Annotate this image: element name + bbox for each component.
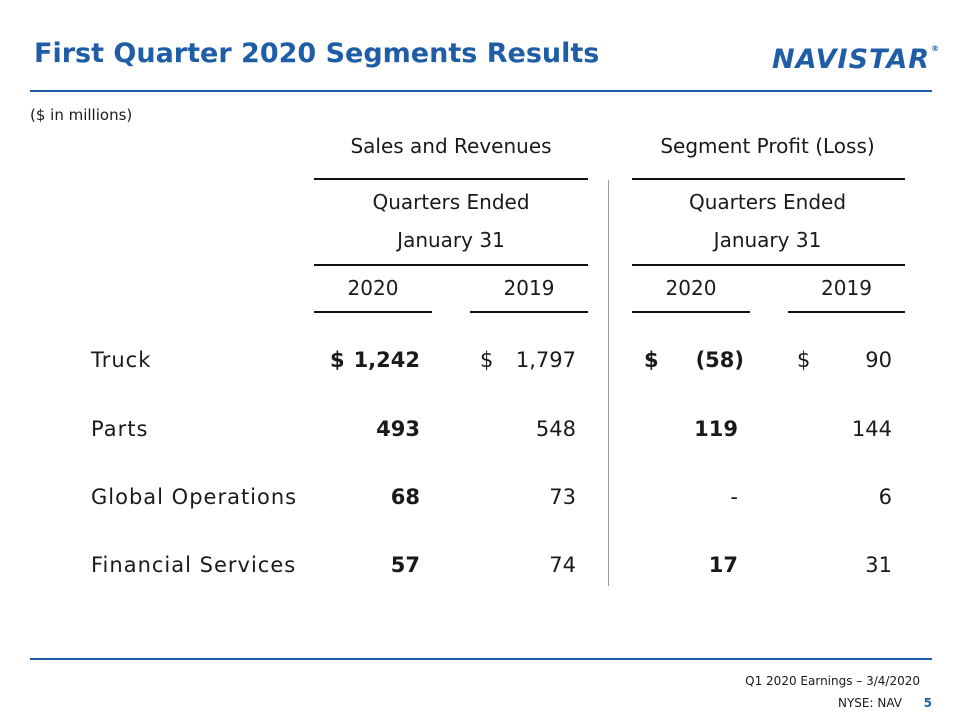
year-rule: [788, 311, 905, 313]
footer-event: Q1 2020 Earnings – 3/4/2020: [745, 674, 920, 688]
global-profit-2020: -: [730, 485, 738, 509]
truck-profit-2019: 90: [865, 348, 892, 372]
year-rule: [632, 311, 750, 313]
truck-sales-2019: 1,797: [515, 348, 576, 372]
page-number: 5: [923, 696, 932, 710]
global-sales-2019: 73: [549, 485, 576, 509]
header-rule-sales: [314, 178, 588, 180]
navistar-logo: NAVISTAR®: [772, 44, 940, 75]
currency-symbol: $: [644, 348, 659, 372]
global-sales-2020: 68: [390, 485, 420, 509]
year-rule: [470, 311, 588, 313]
truck-profit-2020: (58): [695, 348, 744, 372]
period-line2-sales: January 31: [397, 228, 505, 252]
parts-profit-2020: 119: [694, 417, 738, 441]
financial-profit-2019: 31: [865, 553, 892, 577]
row-label-global-operations: Global Operations: [91, 485, 298, 509]
row-label-truck: Truck: [91, 348, 152, 372]
row-label-parts: Parts: [91, 417, 149, 441]
year-header: 2020: [347, 276, 399, 300]
year-header: 2019: [503, 276, 555, 300]
group-header-profit: Segment Profit (Loss): [660, 134, 875, 158]
period-line1-profit: Quarters Ended: [688, 190, 847, 214]
financial-sales-2020: 57: [390, 553, 420, 577]
parts-sales-2019: 548: [535, 417, 576, 441]
year-header: 2019: [821, 276, 872, 300]
registered-mark: ®: [931, 44, 941, 53]
footer-rule: [30, 658, 932, 660]
financial-profit-2020: 17: [708, 553, 738, 577]
period-rule-sales: [314, 264, 588, 266]
currency-symbol: $: [797, 348, 811, 372]
period-line1-sales: Quarters Ended: [372, 190, 530, 214]
year-header: 2020: [665, 276, 717, 300]
financial-sales-2019: 74: [549, 553, 576, 577]
parts-profit-2019: 144: [851, 417, 892, 441]
period-line2-profit: January 31: [713, 228, 822, 252]
global-profit-2019: 6: [878, 485, 892, 509]
logo-text: NAVISTAR: [772, 44, 931, 75]
truck-sales-2020: 1,242: [353, 348, 420, 372]
period-rule-profit: [632, 264, 905, 266]
slide-title: First Quarter 2020 Segments Results: [34, 38, 600, 69]
year-rule: [314, 311, 432, 313]
header-rule: [30, 90, 932, 92]
row-label-financial-services: Financial Services: [91, 553, 297, 577]
footer-ticker: NYSE: NAV: [838, 696, 902, 710]
units-note: ($ in millions): [30, 106, 133, 124]
parts-sales-2020: 493: [376, 417, 420, 441]
currency-symbol: $: [480, 348, 494, 372]
header-rule-profit: [632, 178, 905, 180]
column-divider: [608, 180, 609, 586]
group-header-sales: Sales and Revenues: [350, 134, 552, 158]
currency-symbol: $: [330, 348, 345, 372]
